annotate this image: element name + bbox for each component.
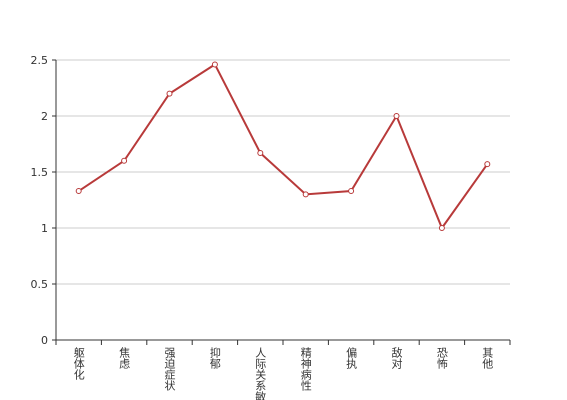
x-tick-label: 敌对 (390, 346, 403, 369)
point (257, 149, 264, 156)
x-tick-label: 强迫症状 (163, 347, 176, 391)
y-tick-label: 0 (41, 334, 48, 347)
x-tick-label: 偏执 (345, 346, 358, 370)
x-tick-label: 精神病性 (299, 347, 312, 392)
x-tick-label: 恐怖 (435, 347, 448, 369)
y-tick-label: 2.5 (31, 54, 49, 67)
point (302, 191, 309, 198)
point (75, 188, 82, 195)
point (348, 188, 355, 195)
x-tick-label: 抑郁 (208, 346, 221, 369)
x-tick-label: 躯体化 (72, 347, 85, 381)
point (393, 113, 400, 119)
y-tick-label: 0.5 (31, 278, 49, 291)
x-tick-label: 人际关系敏感 (254, 347, 267, 400)
point (166, 90, 173, 97)
x-tick-label: 其他 (481, 347, 494, 369)
x-tick-label: 焦虑 (118, 347, 131, 369)
point (438, 225, 445, 231)
point (484, 161, 491, 168)
y-tick-label: 2 (41, 110, 48, 123)
line (78, 63, 489, 231)
y-tick-label: 1 (41, 222, 48, 235)
point (121, 157, 128, 164)
point (211, 61, 218, 68)
y-tick-label: 1.5 (31, 166, 49, 179)
